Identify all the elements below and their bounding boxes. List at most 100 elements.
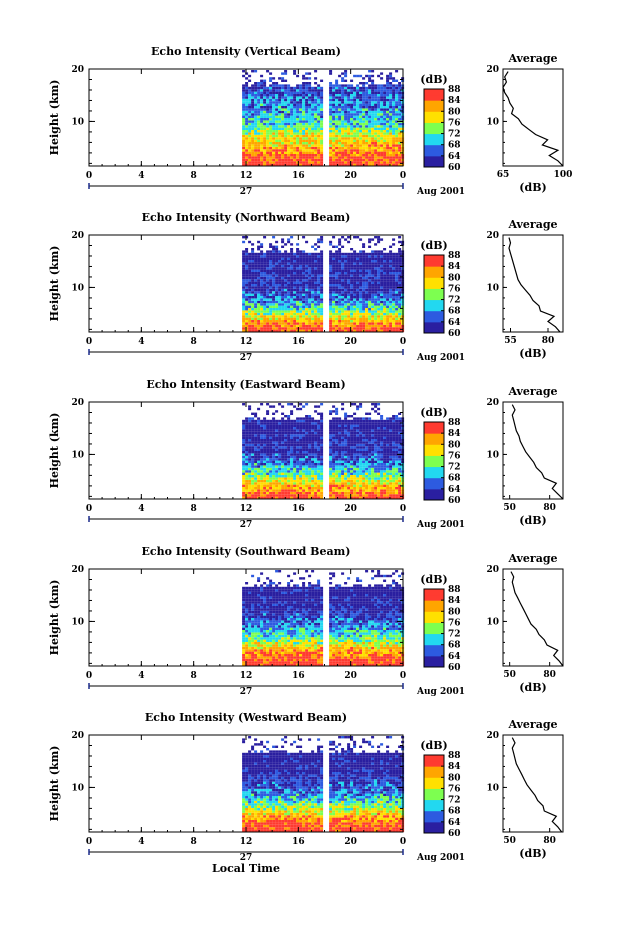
- heatmap-cell: [299, 284, 303, 287]
- heatmap-cell: [398, 308, 402, 311]
- heatmap-cell: [344, 327, 348, 330]
- heatmap-cell: [389, 163, 393, 166]
- heatmap-cell: [311, 467, 315, 471]
- heatmap-cell: [254, 482, 258, 485]
- heatmap-cell: [362, 139, 366, 142]
- heatmap-cell: [302, 96, 306, 99]
- heatmap-cell: [254, 98, 258, 102]
- heatmap-cell: [386, 106, 390, 109]
- heatmap-cell: [341, 161, 345, 164]
- heatmap-cell: [287, 149, 291, 152]
- heatmap-cell: [350, 255, 354, 258]
- heatmap-cell: [320, 264, 324, 268]
- heatmap-cell: [308, 310, 312, 313]
- heatmap-cell: [287, 458, 291, 461]
- heatmap-cell: [329, 161, 333, 164]
- heatmap-cell: [311, 329, 315, 332]
- heatmap-cell: [278, 149, 282, 152]
- heatmap-cell: [290, 424, 294, 427]
- heatmap-cell: [335, 262, 339, 265]
- heatmap-cell: [293, 267, 297, 270]
- heatmap-cell: [296, 467, 300, 471]
- heatmap-cell: [386, 288, 390, 292]
- heatmap-cell: [308, 158, 312, 162]
- heatmap-cell: [242, 284, 246, 287]
- heatmap-cell: [251, 324, 255, 328]
- heatmap-cell: [317, 281, 321, 284]
- heatmap-cell: [317, 108, 321, 111]
- heatmap-cell: [245, 293, 249, 296]
- heatmap-cell: [257, 113, 261, 116]
- heatmap-cell: [362, 134, 366, 138]
- heatmap-cell: [263, 255, 267, 258]
- heatmap-cell: [332, 410, 336, 413]
- heatmap-cell: [293, 154, 297, 157]
- heatmap-cell: [398, 142, 402, 145]
- heatmap-cell: [305, 494, 309, 497]
- heatmap-cell: [350, 98, 354, 102]
- heatmap-cell: [395, 70, 399, 73]
- colorbar-band: [424, 327, 444, 334]
- heatmap-cell: [389, 142, 393, 145]
- heatmap-cell: [314, 305, 318, 308]
- heatmap-cell: [260, 458, 264, 461]
- heatmap-cell: [242, 120, 246, 123]
- heatmap-cell: [248, 132, 252, 135]
- heatmap-cell: [275, 453, 279, 456]
- heatmap-cell: [287, 260, 291, 263]
- heatmap-cell: [251, 312, 255, 316]
- heatmap-cell: [368, 130, 372, 133]
- heatmap-cell: [365, 139, 369, 142]
- heatmap-cell: [350, 118, 354, 121]
- heatmap-cell: [359, 163, 363, 166]
- heatmap-cell: [341, 269, 345, 272]
- heatmap-cell: [371, 269, 375, 272]
- heatmap-cell: [317, 262, 321, 265]
- heatmap-cell: [293, 257, 297, 260]
- heatmap-cell: [242, 132, 246, 135]
- heatmap-cell: [332, 149, 336, 152]
- heatmap-cell: [254, 308, 258, 311]
- heatmap-cell: [284, 312, 288, 316]
- colorbar-tick-label: 60: [448, 163, 461, 173]
- heatmap-cell: [389, 267, 393, 270]
- heatmap-cell: [356, 106, 360, 109]
- heatmap-cell: [317, 163, 321, 166]
- heatmap-cell: [287, 487, 291, 490]
- heatmap-cell: [350, 308, 354, 311]
- heatmap-cell: [257, 434, 261, 437]
- heatmap-cell: [371, 127, 375, 130]
- heatmap-cell: [302, 317, 306, 320]
- heatmap-cell: [284, 279, 288, 282]
- heatmap-cell: [329, 101, 333, 104]
- heatmap-cell: [269, 77, 273, 80]
- heatmap-cell: [257, 460, 261, 463]
- heatmap-cell: [383, 149, 387, 152]
- heatmap-cell: [242, 322, 246, 325]
- heatmap-cell: [296, 91, 300, 94]
- heatmap-cell: [308, 281, 312, 284]
- heatmap-cell: [332, 494, 336, 497]
- heatmap-cell: [359, 305, 363, 308]
- heatmap-cell: [311, 475, 315, 478]
- heatmap-cell: [371, 250, 375, 253]
- heatmap-cell: [302, 324, 306, 328]
- heatmap-cell: [293, 315, 297, 318]
- heatmap-cell: [272, 429, 276, 432]
- heatmap-cell: [371, 144, 375, 147]
- heatmap-cell: [398, 130, 402, 133]
- heatmap-cell: [296, 446, 300, 449]
- heatmap-cell: [296, 463, 300, 466]
- heatmap-cell: [284, 72, 288, 75]
- heatmap-cell: [380, 94, 384, 97]
- heatmap-cell: [368, 108, 372, 111]
- heatmap-cell: [365, 284, 369, 287]
- heatmap-cell: [380, 257, 384, 260]
- average-x-axis-label: (dB): [519, 181, 546, 194]
- heatmap-cell: [263, 127, 267, 130]
- heatmap-cell: [245, 494, 249, 497]
- heatmap-cell: [266, 252, 270, 256]
- heatmap-cell: [299, 291, 303, 294]
- heatmap-cell: [374, 103, 378, 106]
- heatmap-cell: [344, 101, 348, 104]
